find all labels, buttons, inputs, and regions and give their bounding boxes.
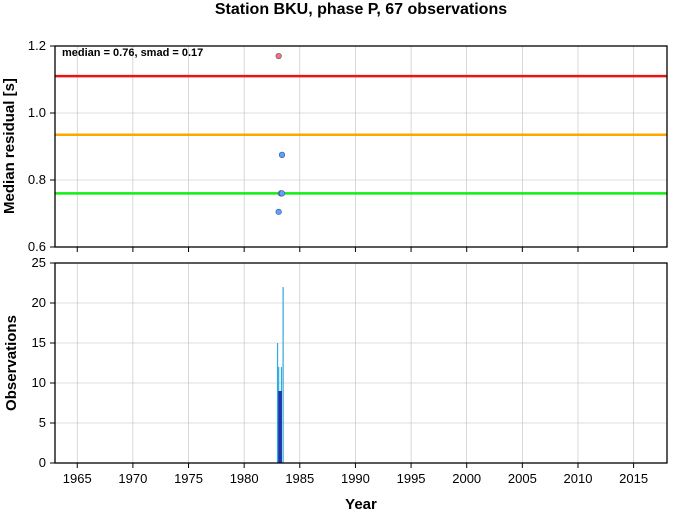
residual-y-tick-label: 1.2 [28, 38, 46, 53]
x-tick-label: 1985 [285, 471, 314, 486]
residual-y-axis-label: Median residual [s] [1, 78, 18, 214]
x-tick-label: 2000 [452, 471, 481, 486]
residual-y-tick-label: 0.8 [28, 172, 46, 187]
residual-y-tick-label: 0.6 [28, 239, 46, 254]
chart-title: Station BKU, phase P, 67 observations [215, 1, 507, 18]
observation-bar-1-1 [279, 391, 282, 463]
observations-y-tick-label: 10 [32, 375, 46, 390]
x-tick-label: 1980 [230, 471, 259, 486]
x-tick-label: 2010 [564, 471, 593, 486]
median-smad-annotation: median = 0.76, smad = 0.17 [62, 47, 203, 59]
x-tick-label: 1995 [397, 471, 426, 486]
x-tick-label: 1965 [63, 471, 92, 486]
residual-y-tick-label: 1.0 [28, 105, 46, 120]
observations-y-tick-label: 0 [39, 455, 46, 470]
observations-y-tick-label: 15 [32, 335, 46, 350]
observations-y-tick-label: 5 [39, 415, 46, 430]
residual-point-4 [275, 208, 282, 215]
observation-bar-1-0 [278, 391, 281, 463]
observations-panel-frame [54, 262, 668, 464]
observation-bar-0-4 [282, 287, 284, 463]
observations-y-tick-label: 20 [32, 295, 46, 310]
observations-y-axis-label: Observations [3, 315, 20, 411]
residual-point-1 [278, 151, 286, 158]
residual-point-0 [275, 52, 282, 60]
x-tick-label: 2015 [619, 471, 648, 486]
observations-y-tick-label: 25 [32, 255, 46, 270]
residual-panel: 0.60.81.01.2 median = 0.76, smad = 0.17 … [1, 38, 668, 254]
x-tick-label: 1975 [174, 471, 203, 486]
x-tick-label: 1970 [118, 471, 147, 486]
x-tick-label: 2005 [508, 471, 537, 486]
observation-bar-0-0 [276, 343, 279, 463]
observations-panel: 1965 1970 1975 1980 1985 1990 1995 2000 2005 2010… [3, 255, 668, 511]
x-axis-label: Year [345, 496, 377, 511]
x-tick-label: 1990 [341, 471, 370, 486]
residual-point-3 [278, 190, 286, 197]
residual-panel-frame [54, 45, 668, 248]
